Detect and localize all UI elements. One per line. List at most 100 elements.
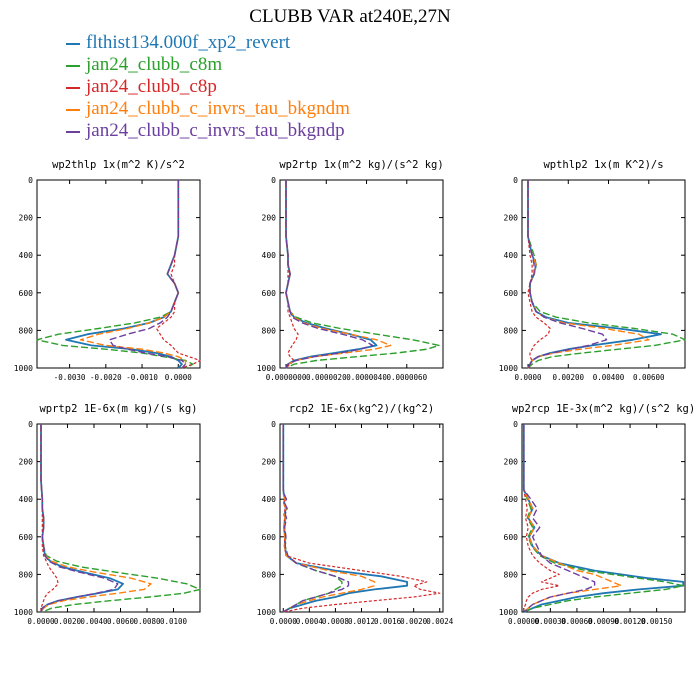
series-line xyxy=(282,424,350,613)
legend: flthist134.000f_xp2_revert jan24_clubb_c… xyxy=(66,32,350,142)
x-tick-label: 0.00200 xyxy=(552,373,584,382)
x-tick-label: 0.00600 xyxy=(633,373,665,382)
plot-frame xyxy=(279,179,444,369)
panel-title: wp2rcp 1E-3x(m^2 kg)/(s^2 kg) xyxy=(512,403,695,415)
series-line xyxy=(79,180,187,369)
legend-label: jan24_clubb_c_invrs_tau_bkgndp xyxy=(86,120,345,141)
series-line xyxy=(40,424,201,613)
y-tick-label: 200 xyxy=(504,458,519,467)
x-tick-label: 0.0020 xyxy=(400,617,428,626)
x-tick-label: -0.0020 xyxy=(90,373,122,382)
x-tick-label: -0.0030 xyxy=(54,373,86,382)
x-tick-label: 0.0000060 xyxy=(386,373,427,382)
legend-item: jan24_clubb_c8p xyxy=(66,76,350,98)
series-line xyxy=(36,180,194,369)
series-line xyxy=(40,424,119,613)
x-tick-label: -0.0010 xyxy=(126,373,158,382)
chart-panel: rcp2 1E-6x(kg^2)/(kg^2) 0 200 400 600 800 1000… xyxy=(257,403,454,626)
series-line xyxy=(108,180,187,369)
y-tick-label: 200 xyxy=(19,458,34,467)
legend-line-swatch xyxy=(66,42,80,45)
y-tick-label: 800 xyxy=(262,326,277,335)
y-tick-label: 1000 xyxy=(257,364,276,373)
x-tick-label: 0.0004 xyxy=(296,617,324,626)
y-tick-label: 0 xyxy=(28,420,33,429)
series-line xyxy=(285,180,378,369)
legend-item: flthist134.000f_xp2_revert xyxy=(66,32,350,54)
y-tick-label: 200 xyxy=(504,214,519,223)
series-line xyxy=(285,180,440,369)
legend-label: jan24_clubb_c_invrs_tau_bkgndm xyxy=(86,98,350,119)
legend-line-swatch xyxy=(66,64,80,67)
legend-item: jan24_clubb_c8m xyxy=(66,54,350,76)
y-tick-label: 400 xyxy=(262,495,277,504)
series-line xyxy=(282,424,441,613)
series-line xyxy=(40,424,59,612)
y-tick-label: 600 xyxy=(19,289,34,298)
chart-panel: wp2thlp 1x(m^2 K)/s^2 0 200 400 600 800 1000 -0… xyxy=(14,159,201,382)
x-tick-label: 0.00030 xyxy=(535,617,567,626)
series-line xyxy=(282,424,376,613)
x-tick-label: 0.00400 xyxy=(593,373,625,382)
series-line xyxy=(527,180,686,369)
series-line xyxy=(282,424,343,613)
y-tick-label: 400 xyxy=(504,251,519,260)
y-tick-label: 1000 xyxy=(14,364,33,373)
plot-frame xyxy=(36,423,201,613)
y-tick-label: 1000 xyxy=(499,608,518,617)
x-tick-label: 0.0080 xyxy=(133,617,161,626)
series-line xyxy=(40,424,124,613)
x-tick-label: 0.00090 xyxy=(588,617,620,626)
legend-line-swatch xyxy=(66,108,80,111)
y-tick-label: 0 xyxy=(271,420,276,429)
series-line xyxy=(523,424,622,613)
series-line xyxy=(523,424,684,613)
chart-panel: wp2rcp 1E-3x(m^2 kg)/(s^2 kg) 0 200 400 600 8… xyxy=(499,403,695,626)
y-tick-label: 200 xyxy=(262,214,277,223)
y-tick-label: 800 xyxy=(19,570,34,579)
x-tick-label: 0.0020 xyxy=(54,617,82,626)
y-tick-label: 1000 xyxy=(499,364,518,373)
y-tick-label: 800 xyxy=(504,326,519,335)
chart-panel: wpthlp2 1x(m K^2)/s020040060080010000.00… xyxy=(499,159,686,382)
x-tick-label: 0.0000 xyxy=(270,617,298,626)
series-line xyxy=(527,180,662,369)
y-tick-label: 0 xyxy=(513,176,518,185)
y-tick-label: 800 xyxy=(19,326,34,335)
panel-title: wp2rtp 1x(m^2 kg)/(s^2 kg) xyxy=(279,159,443,171)
plot-frame xyxy=(521,423,686,613)
x-tick-label: 0.00060 xyxy=(561,617,593,626)
x-tick-label: 0.0060 xyxy=(107,617,135,626)
plot-frame xyxy=(521,179,686,369)
chart-panel: wp2rtp 1x(m^2 kg)/(s^2 kg)0 200 400 600 800 1… xyxy=(257,159,444,382)
legend-line-swatch xyxy=(66,86,80,89)
y-tick-label: 1000 xyxy=(257,608,276,617)
x-tick-label: 0.0000 xyxy=(514,373,542,382)
x-tick-label: 0.0008 xyxy=(322,617,350,626)
legend-label: jan24_clubb_c8m xyxy=(86,54,223,75)
chart-panel: wprtp2 1E-6x(m kg)/(s kg) 0 200 400 600 800 10… xyxy=(14,403,201,626)
series-line xyxy=(285,180,392,369)
x-tick-label: 0.00120 xyxy=(614,617,646,626)
y-tick-label: 200 xyxy=(262,458,277,467)
series-line xyxy=(527,180,551,369)
legend-line-swatch xyxy=(66,130,80,133)
y-tick-label: 0 xyxy=(513,420,518,429)
y-tick-label: 200 xyxy=(19,214,34,223)
y-tick-label: 600 xyxy=(504,533,519,542)
y-tick-label: 600 xyxy=(504,289,519,298)
x-tick-label: 0.0024 xyxy=(426,617,454,626)
y-tick-label: 400 xyxy=(504,495,519,504)
y-tick-label: 400 xyxy=(19,495,34,504)
y-tick-label: 800 xyxy=(262,570,277,579)
series-line xyxy=(523,424,596,613)
series-line xyxy=(282,424,409,613)
legend-item: jan24_clubb_c_invrs_tau_bkgndm xyxy=(66,98,350,120)
legend-label: jan24_clubb_c8p xyxy=(86,76,217,97)
x-tick-label: 0.0040 xyxy=(80,617,108,626)
figure-title: CLUBB VAR at240E,27N xyxy=(249,6,451,27)
panel-title: wp2thlp 1x(m^2 K)/s^2 xyxy=(52,159,185,171)
y-tick-label: 1000 xyxy=(14,608,33,617)
y-tick-label: 400 xyxy=(19,251,34,260)
